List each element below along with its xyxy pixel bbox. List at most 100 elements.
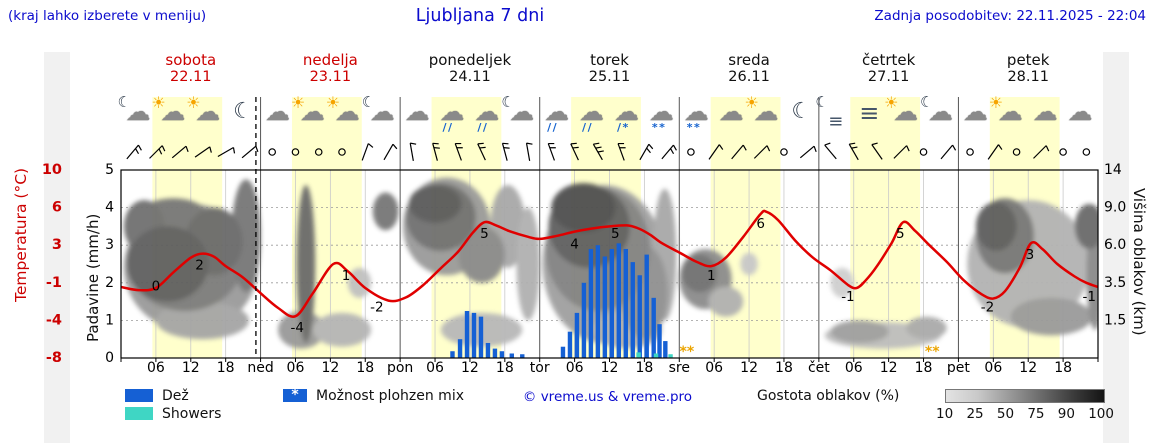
icon-glyph: ☾ [791,99,812,124]
cloud-blob [830,320,889,343]
temperature-value-label: 5 [896,226,905,242]
star-icon: * [291,387,299,403]
temperature-value-label: 5 [611,226,620,242]
wind-barb-icon [848,142,859,161]
precip-bar-rain [651,297,656,358]
calm-wind-icon [919,148,928,156]
density-tick-label: 10 [936,406,954,422]
day-name: sobota [165,51,217,69]
day-date: 27.11 [867,69,910,85]
wind-barb-icon [241,145,259,159]
precip-bar-rain [492,348,498,358]
precip-tick-label: 1 [105,312,114,328]
cloud-icon: ☁ [1026,96,1066,136]
wind-barb-icon [799,145,817,159]
calm-wind-icon [780,148,788,156]
wind-barb-icon [592,142,604,161]
showers-legend-label: Showers [162,406,222,422]
precip-bar-rain [509,353,514,358]
fog-icon: ≡ [851,96,891,136]
day-date: 23.11 [309,69,352,85]
precip-bar-rain [637,275,642,358]
sun-cloud-icon: ☀ ☁ [186,93,228,136]
cloud-blob [296,185,316,343]
icon-glyph: ☁ [579,97,605,126]
copyright-link[interactable]: © vreme.us & vreme.pro [522,389,693,405]
day-abbrev-label: pet [947,360,971,376]
time-tick-label: 06 [845,360,863,376]
cloud-blob [906,316,947,340]
cloud-icon: ☁ [398,96,438,136]
icon-glyph: ☁ [160,97,186,126]
precip-bar-rain [623,248,628,358]
precip-bar-rain [485,342,491,358]
chance-of-showers-label: Možnost plohzen mix [316,388,464,404]
cloud-blob [312,312,372,347]
cloud-density-colorbar [945,389,1105,403]
time-tick-label: 18 [496,360,514,376]
temperature-tick-label: 3 [52,237,62,253]
frozen-mix-marker: ** [680,344,695,360]
icon-glyph: ☁ [718,97,744,126]
density-tick-label: 90 [1057,406,1075,422]
cloud-blob [975,201,1017,251]
day-header-petek: petek 28.11 [966,52,1090,86]
moon-cloud-icon: ☾ ☁ [117,93,158,136]
cloud-blob [126,226,209,302]
wind-barb-icon [454,142,463,161]
temperature-value-label: 1 [707,268,716,284]
icon-glyph: ☾ [501,93,515,111]
day-header-četrtek: četrtek 27.11 [827,52,951,86]
icon-glyph: ☁ [125,97,151,126]
icon-glyph: ☀ [151,93,166,112]
time-tick-label: 06 [147,360,165,376]
wind-barb-icon [149,145,166,159]
wind-barb-icon [893,145,910,159]
moon-cloud-icon: ☾ ☁ [920,93,961,136]
cloud-height-tick-label: 6.0 [1104,237,1126,253]
icon-glyph: ☁ [369,97,395,126]
calm-wind-icon [268,148,277,156]
right-gutter [1103,52,1129,443]
cloud-icon: ☁ [956,96,996,136]
precip-tick-label: 0 [105,350,114,366]
icon-glyph: ** [651,121,667,134]
icon-glyph: ☁ [195,97,221,126]
calm-wind-icon [966,148,974,156]
precip-bar-rain [644,254,649,358]
day-header-ponedeljek: ponedeljek 24.11 [408,52,532,86]
precip-tick-label: 4 [105,200,114,216]
chance-label-text: Možnost ploh [316,388,409,404]
icon-glyph: ☾ [233,99,253,124]
wind-barb-icon [753,145,771,159]
time-tick-label: 12 [321,360,339,376]
day-date: 28.11 [1007,69,1049,85]
time-tick-label: 06 [984,360,1002,376]
day-name: nedelja [302,51,358,69]
day-abbrev-label: čet [808,360,830,376]
cloud-height-tick-label: 9.0 [1104,200,1126,216]
moon-fog-icon: ☾ ≡ [815,93,856,136]
density-tick-label: 100 [1088,406,1114,422]
temperature-tick-label: -8 [46,350,62,366]
chance-of-showers-swatch: * [283,387,307,403]
sun-cloud-icon: ☀ ☁ [291,93,333,136]
cloud-icon: ☁ [1061,96,1101,136]
day-abbrev-label: ned [247,360,273,376]
icon-glyph: ☁ [265,97,291,126]
icon-glyph: ☀ [186,93,201,112]
time-tick-label: 06 [566,360,584,376]
precip-bar-rain [471,312,477,358]
icon-glyph: ☁ [509,97,535,126]
icon-glyph: ☀ [988,93,1004,112]
precip-bar-showers [636,352,641,358]
precip-bar-rain [609,248,615,358]
precip-tick-label: 3 [105,237,114,253]
day-name: ponedeljek [428,51,512,69]
icon-glyph: ☁ [683,97,709,126]
moon-cloud-icon: ☾ ☁ [362,93,403,136]
wind-barb-icon [477,142,486,161]
icon-glyph: ☁ [474,97,500,126]
sun-cloud-icon: ☀ ☁ [151,93,193,136]
